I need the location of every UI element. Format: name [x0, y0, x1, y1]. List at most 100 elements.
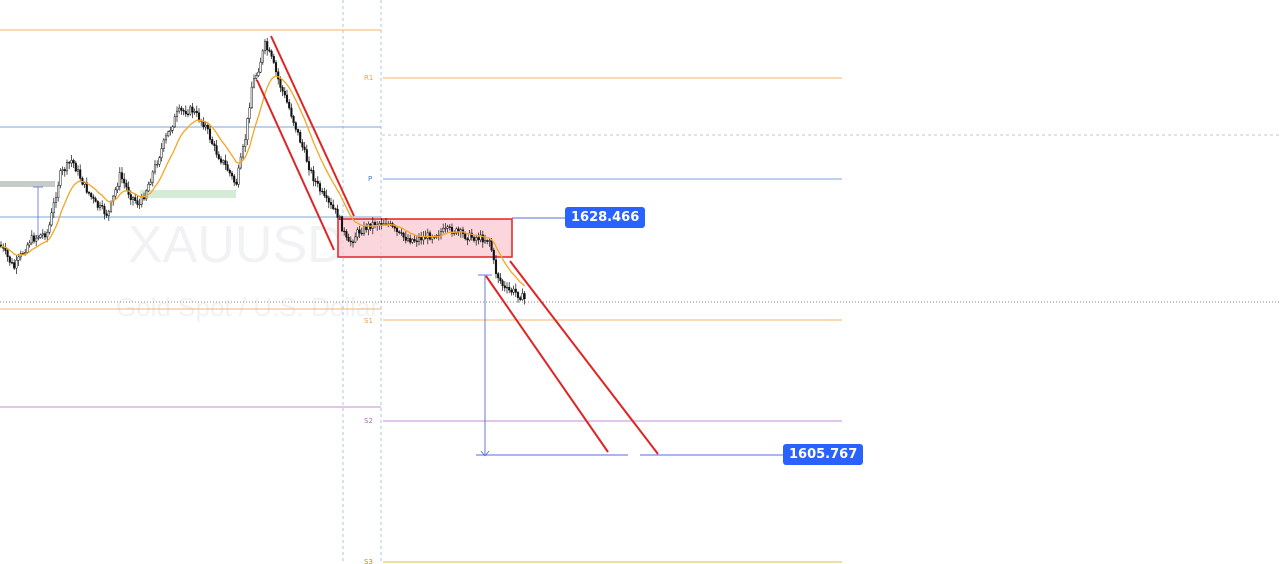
- candle-body: [140, 196, 143, 205]
- candle-body: [492, 249, 495, 261]
- candle-body: [301, 142, 304, 148]
- candle-body: [134, 197, 137, 201]
- candle-body: [184, 110, 187, 115]
- candle-body: [494, 259, 498, 274]
- candle-body: [101, 204, 104, 207]
- candle-body: [314, 180, 317, 182]
- candle-body: [178, 107, 181, 112]
- candle-body: [15, 259, 18, 269]
- candle-body: [10, 262, 14, 264]
- candle-body: [204, 124, 207, 128]
- candle-body: [351, 241, 355, 243]
- projection-line-lower[interactable]: [485, 275, 609, 453]
- candle-body: [340, 216, 344, 232]
- candle-body: [255, 75, 258, 79]
- candle-body: [290, 107, 293, 117]
- candle-body: [349, 240, 352, 243]
- candle-body: [470, 232, 473, 238]
- candle-body: [305, 149, 308, 162]
- candle-body: [409, 238, 412, 243]
- candle-body: [442, 227, 445, 232]
- candle-body: [356, 229, 359, 238]
- candle-body: [244, 139, 247, 147]
- candle-body: [164, 135, 168, 141]
- candle-body: [321, 190, 324, 193]
- candle-body: [109, 201, 113, 212]
- candle-body: [508, 286, 511, 291]
- candle-body: [208, 128, 212, 140]
- pivot-label-r1: R1: [364, 74, 373, 82]
- candle-body: [131, 197, 135, 200]
- candle-body: [336, 208, 339, 218]
- candle-body: [57, 185, 60, 198]
- candle-body: [299, 132, 302, 143]
- candle-body: [123, 178, 126, 184]
- candle-body: [72, 160, 75, 164]
- support-zone-gray: [0, 181, 55, 187]
- candle-body: [59, 170, 62, 186]
- candle-body: [505, 286, 509, 289]
- candle-body: [173, 116, 176, 128]
- projection-line-upper[interactable]: [509, 260, 659, 455]
- candle-body: [219, 158, 223, 163]
- candle-body: [215, 145, 218, 155]
- candle-body: [138, 203, 141, 206]
- candle-body: [50, 212, 53, 226]
- candle-body: [380, 223, 383, 225]
- candle-body: [325, 195, 328, 199]
- candle-body: [285, 94, 289, 103]
- candle-body: [228, 170, 231, 174]
- candle-body: [226, 164, 229, 171]
- candle-body: [329, 202, 333, 206]
- candle-body: [415, 240, 418, 242]
- candle-body: [483, 240, 487, 243]
- candle-body: [180, 107, 183, 111]
- candle-body: [202, 121, 205, 128]
- candle-body: [116, 185, 119, 191]
- candle-body: [46, 232, 49, 238]
- candle-body: [323, 191, 326, 196]
- candle-body: [213, 143, 216, 146]
- candle-body: [270, 50, 273, 57]
- candle-body: [107, 210, 110, 216]
- candle-body: [186, 113, 190, 116]
- support-zone-green: [140, 190, 236, 198]
- candle-body: [354, 236, 357, 243]
- candle-body: [263, 41, 267, 52]
- candle-body: [74, 162, 77, 172]
- candle-body: [0, 244, 3, 247]
- candle-body: [158, 157, 161, 165]
- pivot-label-s2: S2: [364, 417, 373, 425]
- candle-body: [235, 181, 238, 185]
- candle-body: [237, 167, 240, 185]
- candle-body: [241, 146, 245, 158]
- candle-body: [279, 78, 282, 88]
- candle-body: [448, 226, 451, 228]
- candle-body: [6, 250, 9, 258]
- candle-body: [400, 232, 403, 234]
- candle-body: [13, 262, 16, 269]
- candle-body: [248, 107, 251, 119]
- candle-body: [444, 227, 447, 230]
- candle-body: [420, 237, 423, 241]
- channel-line-upper[interactable]: [270, 35, 355, 217]
- candle-body: [206, 124, 209, 130]
- candle-body: [136, 200, 139, 205]
- channel-line-lower[interactable]: [256, 79, 335, 251]
- candle-body: [288, 101, 291, 109]
- candle-body: [486, 240, 489, 242]
- candle-body: [398, 231, 401, 233]
- candle-body: [274, 62, 278, 73]
- candle-body: [402, 232, 405, 238]
- candle-body: [211, 139, 214, 145]
- candle-body: [318, 183, 322, 192]
- candle-body: [191, 106, 194, 113]
- candle-body: [96, 201, 99, 208]
- candle-body: [98, 204, 102, 208]
- candle-body: [167, 131, 170, 137]
- candle-body: [466, 238, 469, 241]
- candle-body: [501, 280, 504, 286]
- candle-body: [347, 236, 350, 242]
- candle-body: [224, 160, 227, 166]
